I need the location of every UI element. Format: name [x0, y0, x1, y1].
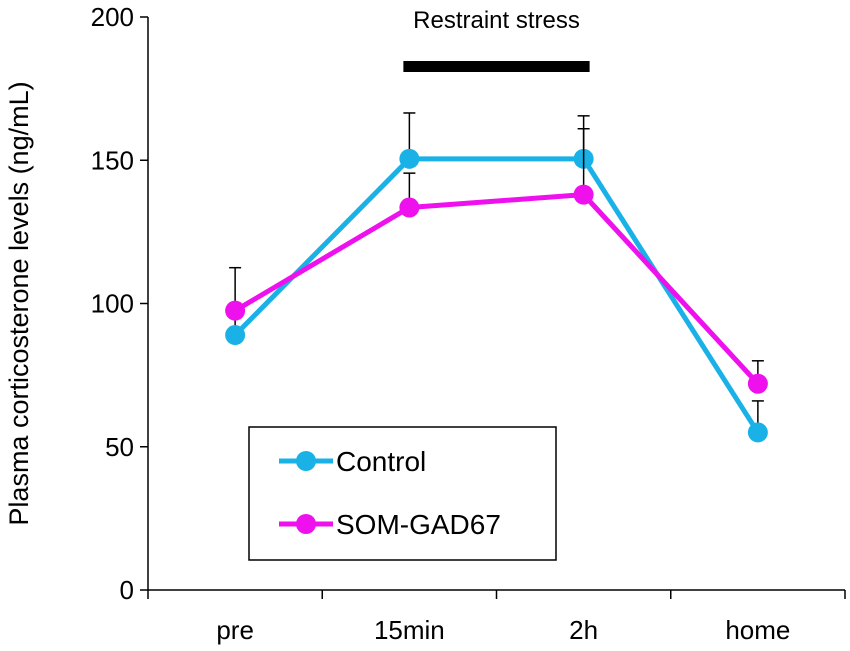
restraint-stress-annotation: Restraint stress [403, 7, 590, 72]
x-tick-label: pre [216, 615, 254, 645]
series-control [225, 112, 768, 443]
legend-item: Control [279, 446, 426, 477]
series-line [233, 156, 760, 434]
x-tick-label: 2h [569, 615, 598, 645]
data-point [225, 300, 246, 321]
restraint-stress-label: Restraint stress [413, 7, 580, 34]
y-axis-title: Plasma corticosterone levels (ng/mL) [4, 81, 34, 525]
x-tick-label: 15min [374, 615, 445, 645]
series-layer [225, 112, 768, 443]
data-point [573, 184, 594, 205]
data-point [747, 373, 768, 394]
series-som-gad67 [225, 127, 768, 394]
legend-label: SOM-GAD67 [336, 509, 501, 540]
x-tick-label: home [725, 615, 790, 645]
y-tick-label: 200 [91, 2, 134, 32]
legend: Control SOM-GAD67 [248, 426, 557, 561]
data-point [225, 325, 246, 346]
restraint-stress-bar [403, 61, 590, 72]
data-point [747, 422, 768, 443]
legend-marker [296, 514, 316, 534]
legend-box [248, 426, 557, 561]
legend-item: SOM-GAD67 [279, 509, 501, 540]
y-axis: 0 50 100 150 200 [91, 2, 149, 605]
legend-marker [296, 451, 316, 471]
y-tick-label: 50 [105, 432, 134, 462]
legend-label: Control [336, 446, 426, 477]
data-point [399, 197, 420, 218]
data-point [399, 148, 420, 169]
x-axis: pre 15min 2h home [147, 589, 846, 645]
y-tick-label: 150 [91, 145, 134, 175]
series-line [233, 192, 760, 386]
y-tick-label: 100 [91, 289, 134, 319]
y-tick-label: 0 [120, 575, 134, 605]
